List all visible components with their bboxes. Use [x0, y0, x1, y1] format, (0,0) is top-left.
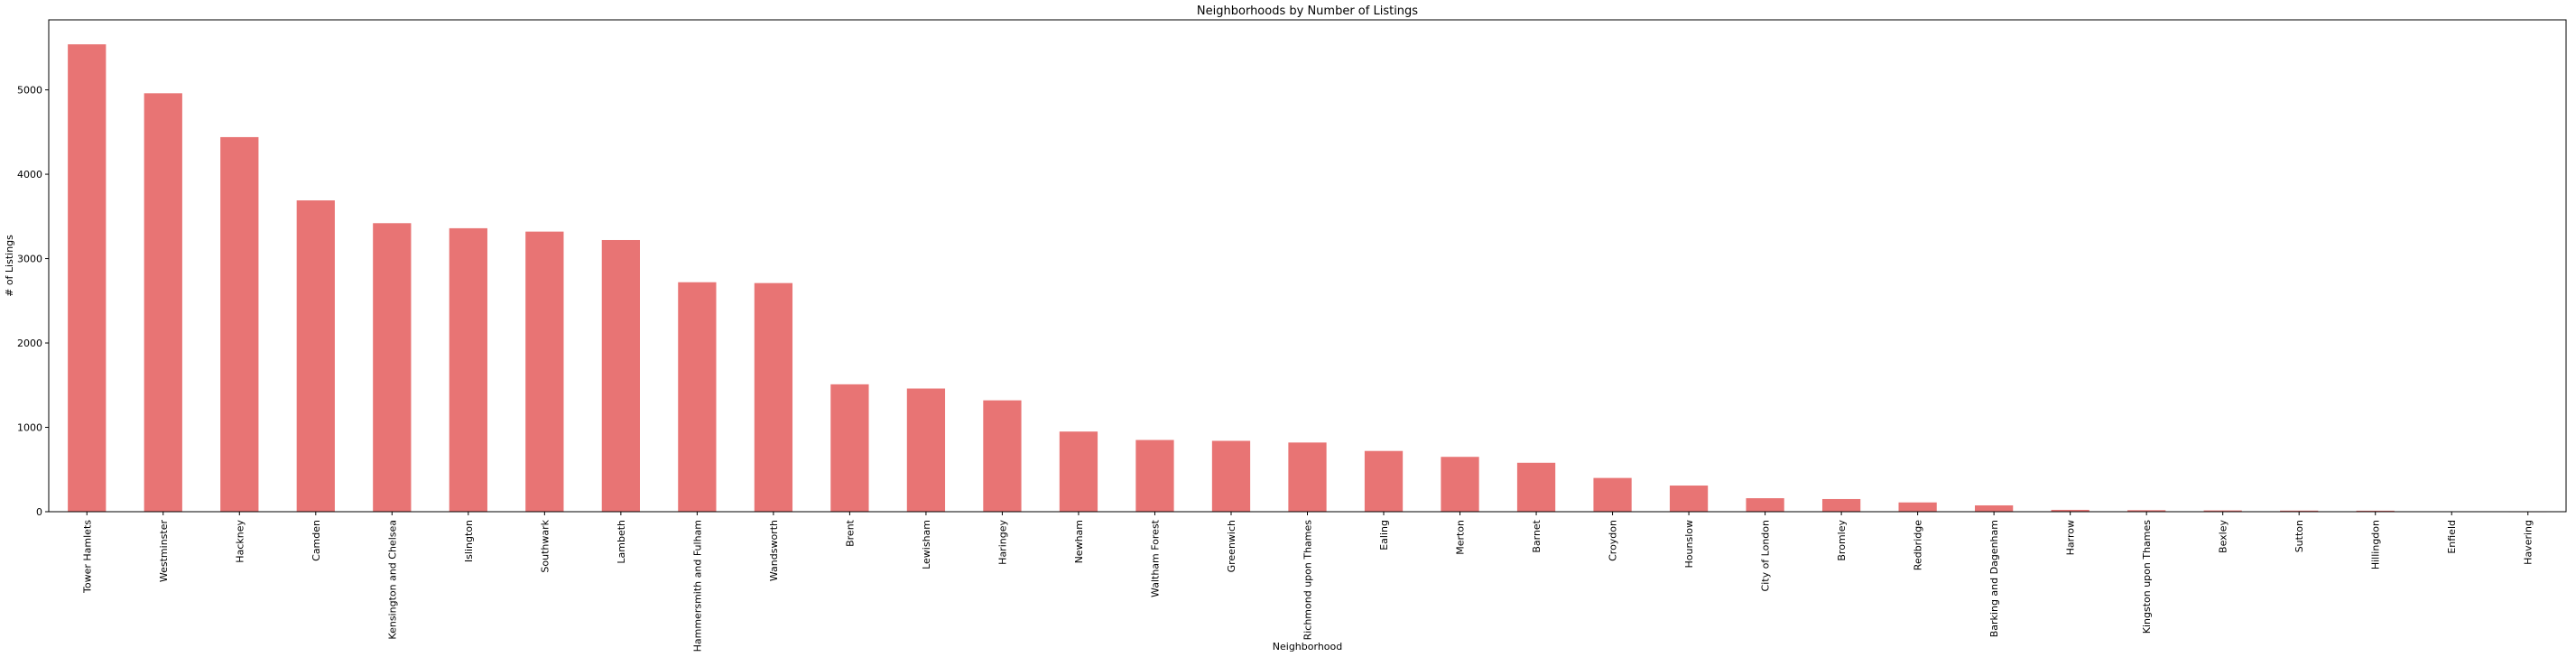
bar [601, 239, 640, 512]
x-tick-label: Barnet [1531, 519, 1543, 552]
x-tick-label: Richmond upon Thames [1302, 520, 1314, 641]
x-tick-label: Kingston upon Thames [2141, 520, 2153, 634]
bar [678, 282, 717, 512]
bar [2127, 510, 2166, 512]
x-tick-label: Southwark [539, 519, 551, 572]
y-axis-ticks: 0 1000 2000 3000 4000 5000 [17, 85, 49, 518]
bar [525, 231, 564, 512]
chart-title: Neighborhoods by Number of Listings [1197, 5, 1418, 18]
x-tick-label: Islington [463, 520, 475, 562]
x-axis-ticks: Tower Hamlets Westminster Hackney Camden Ken… [81, 512, 2534, 652]
x-tick-label: Tower Hamlets [81, 520, 93, 594]
bar [2203, 510, 2242, 512]
bar [1135, 440, 1174, 512]
bar [1364, 450, 1404, 512]
y-tick-label: 0 [36, 506, 42, 518]
y-axis-label: # of Listings [4, 235, 15, 297]
y-tick-label: 5000 [17, 85, 42, 97]
x-tick-label: Greenwich [1226, 520, 1237, 572]
x-axis-label: Neighborhood [1273, 641, 1342, 652]
x-tick-label: Croydon [1608, 520, 1619, 561]
x-tick-label: Redbridge [1913, 520, 1924, 570]
x-tick-label: Hackney [234, 520, 246, 563]
bar [1746, 498, 1784, 512]
bar [1211, 440, 1251, 512]
x-tick-label: Enfield [2446, 520, 2458, 554]
bar [449, 227, 487, 512]
bar [220, 136, 259, 512]
x-tick-label: Hammersmith and Fulham [691, 520, 703, 652]
bar [1441, 457, 1479, 512]
bar [983, 400, 1022, 512]
y-tick-label: 2000 [17, 338, 42, 349]
bar [1059, 431, 1098, 512]
bar [1593, 477, 1632, 512]
bar [144, 93, 182, 512]
bar [1975, 504, 2014, 512]
x-tick-label: Bromley [1836, 520, 1848, 561]
bar [830, 384, 869, 512]
x-tick-label: Newham [1073, 520, 1085, 563]
x-tick-label: Lewisham [921, 520, 932, 569]
x-tick-label: Merton [1455, 520, 1467, 555]
bar [296, 200, 335, 512]
x-tick-label: Harrow [2065, 520, 2077, 555]
x-tick-label: Lambeth [616, 520, 627, 564]
x-tick-label: Wandsworth [768, 520, 780, 581]
x-tick-label: Havering [2523, 520, 2534, 565]
x-tick-label: Camden [310, 520, 322, 561]
bar [2356, 510, 2395, 512]
y-tick-label: 4000 [17, 169, 42, 180]
bar [1669, 486, 1709, 512]
x-tick-label: Brent [844, 519, 856, 547]
bar [373, 223, 412, 512]
x-tick-label: Barking and Dagenham [1988, 520, 2000, 637]
x-tick-label: Kensington and Chelsea [386, 520, 398, 640]
bar [2280, 510, 2319, 512]
y-tick-label: 1000 [17, 422, 42, 434]
x-tick-label: Westminster [158, 520, 170, 583]
x-tick-label: City of London [1760, 520, 1772, 592]
bars-layer [68, 44, 2547, 513]
y-tick-label: 3000 [17, 254, 42, 265]
x-tick-label: Waltham Forest [1149, 519, 1161, 597]
bar [754, 282, 793, 512]
x-tick-label: Hillingdon [2370, 520, 2382, 569]
x-tick-label: Ealing [1378, 520, 1390, 551]
bar [1898, 502, 1937, 512]
x-tick-label: Sutton [2293, 520, 2305, 552]
bar [1821, 498, 1861, 512]
bar [68, 44, 107, 512]
x-tick-label: Hounslow [1683, 520, 1695, 568]
bar [1288, 442, 1327, 512]
bar [2051, 509, 2090, 512]
bar [1516, 462, 1556, 512]
bar [906, 388, 946, 512]
plot-frame [48, 19, 2567, 513]
x-tick-label: Haringey [996, 520, 1008, 565]
x-tick-label: Bexley [2218, 520, 2229, 553]
